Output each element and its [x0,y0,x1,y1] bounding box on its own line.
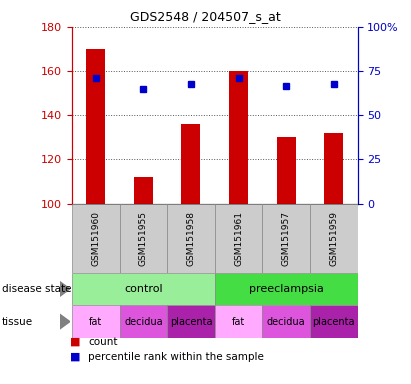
Text: GSM151957: GSM151957 [282,210,291,266]
Bar [120,204,167,273]
Bar [72,204,120,273]
Bar [134,177,153,204]
Bar [72,305,120,338]
Text: placenta: placenta [312,316,355,327]
Text: ■: ■ [70,337,81,347]
Text: GSM151958: GSM151958 [187,210,196,266]
Text: decidua: decidua [267,316,305,327]
Bar [310,305,358,338]
Bar [167,204,215,273]
Polygon shape [60,314,70,329]
Text: GSM151960: GSM151960 [91,210,100,266]
Bar [120,305,167,338]
Bar [86,49,105,204]
Bar [215,305,262,338]
Text: tissue: tissue [2,317,33,327]
Text: decidua: decidua [124,316,163,327]
Bar [277,137,296,204]
Polygon shape [60,281,70,296]
Bar [72,273,215,305]
Bar [167,305,215,338]
Bar [229,71,248,204]
Bar [324,133,343,204]
Text: placenta: placenta [170,316,212,327]
Text: GSM151955: GSM151955 [139,210,148,266]
Text: ■: ■ [70,352,81,362]
Bar [262,204,310,273]
Text: GSM151959: GSM151959 [329,210,338,266]
Bar [215,204,262,273]
Text: percentile rank within the sample: percentile rank within the sample [88,352,264,362]
Text: GDS2548 / 204507_s_at: GDS2548 / 204507_s_at [130,10,281,23]
Text: count: count [88,337,118,347]
Bar [181,124,201,204]
Bar [215,273,358,305]
Bar [310,204,358,273]
Text: disease state: disease state [2,284,72,294]
Text: preeclampsia: preeclampsia [249,284,323,294]
Bar [262,305,310,338]
Text: fat: fat [89,316,102,327]
Text: fat: fat [232,316,245,327]
Text: GSM151961: GSM151961 [234,210,243,266]
Text: control: control [124,284,163,294]
